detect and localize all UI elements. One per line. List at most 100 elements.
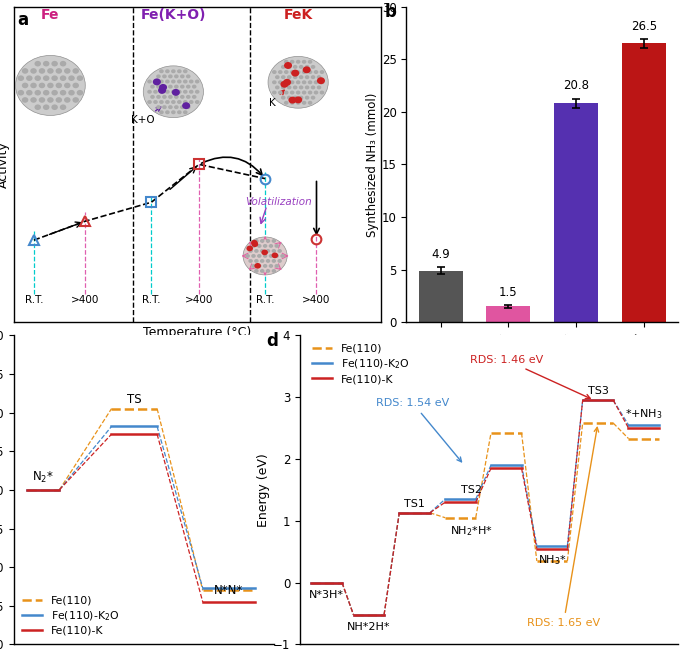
Circle shape bbox=[60, 61, 66, 66]
Circle shape bbox=[171, 110, 175, 114]
Circle shape bbox=[266, 269, 271, 273]
Circle shape bbox=[302, 60, 306, 64]
Circle shape bbox=[254, 269, 259, 273]
Circle shape bbox=[275, 85, 279, 89]
Circle shape bbox=[47, 83, 53, 89]
Circle shape bbox=[177, 100, 182, 104]
Circle shape bbox=[195, 79, 199, 83]
Circle shape bbox=[55, 97, 62, 103]
Circle shape bbox=[293, 65, 297, 69]
Legend: Fe(110), Fe(110)-K$_2$O, Fe(110)-K: Fe(110), Fe(110)-K$_2$O, Fe(110)-K bbox=[309, 340, 412, 387]
Circle shape bbox=[311, 75, 315, 79]
Circle shape bbox=[278, 70, 283, 74]
Circle shape bbox=[278, 80, 283, 84]
Circle shape bbox=[305, 96, 310, 100]
Circle shape bbox=[316, 75, 321, 79]
Circle shape bbox=[26, 90, 33, 96]
Circle shape bbox=[30, 83, 37, 89]
Text: a: a bbox=[17, 11, 29, 29]
Circle shape bbox=[290, 80, 295, 84]
Circle shape bbox=[51, 76, 58, 81]
Circle shape bbox=[18, 76, 24, 81]
Text: *+NH$_3$: *+NH$_3$ bbox=[625, 408, 662, 421]
Circle shape bbox=[308, 101, 312, 105]
Y-axis label: Synthesized NH₃ (mmol): Synthesized NH₃ (mmol) bbox=[366, 92, 379, 236]
Circle shape bbox=[281, 85, 286, 89]
Circle shape bbox=[296, 60, 301, 64]
Circle shape bbox=[299, 75, 303, 79]
Circle shape bbox=[177, 69, 182, 73]
Circle shape bbox=[68, 90, 75, 96]
Circle shape bbox=[26, 76, 33, 81]
Circle shape bbox=[308, 70, 312, 74]
Circle shape bbox=[73, 68, 79, 74]
Circle shape bbox=[159, 90, 164, 94]
Circle shape bbox=[299, 65, 303, 69]
Circle shape bbox=[275, 244, 279, 248]
Circle shape bbox=[257, 254, 262, 258]
Circle shape bbox=[189, 90, 194, 94]
Circle shape bbox=[34, 61, 41, 66]
Circle shape bbox=[30, 97, 37, 103]
Circle shape bbox=[314, 80, 319, 84]
Text: >400: >400 bbox=[71, 296, 99, 305]
Text: TS: TS bbox=[127, 393, 142, 406]
Circle shape bbox=[243, 237, 287, 275]
Bar bbox=[419, 271, 462, 322]
Circle shape bbox=[290, 60, 295, 64]
Circle shape bbox=[281, 75, 286, 79]
Circle shape bbox=[143, 66, 203, 118]
Circle shape bbox=[302, 80, 306, 84]
Circle shape bbox=[290, 101, 295, 105]
Circle shape bbox=[22, 83, 28, 89]
Text: Fe: Fe bbox=[41, 8, 60, 22]
Text: K+O: K+O bbox=[131, 107, 161, 126]
Circle shape bbox=[296, 90, 301, 94]
Circle shape bbox=[168, 74, 173, 78]
Circle shape bbox=[281, 96, 286, 100]
Circle shape bbox=[73, 83, 79, 89]
Circle shape bbox=[254, 259, 259, 263]
Circle shape bbox=[147, 79, 152, 83]
Circle shape bbox=[174, 74, 179, 78]
Circle shape bbox=[172, 89, 180, 96]
Circle shape bbox=[254, 263, 261, 269]
Circle shape bbox=[189, 79, 194, 83]
Circle shape bbox=[320, 70, 324, 74]
Circle shape bbox=[277, 259, 282, 263]
Circle shape bbox=[156, 85, 161, 89]
Text: 26.5: 26.5 bbox=[631, 20, 657, 33]
Circle shape bbox=[263, 254, 267, 258]
Text: 4.9: 4.9 bbox=[432, 247, 450, 260]
Circle shape bbox=[174, 105, 179, 109]
Circle shape bbox=[192, 95, 197, 99]
Circle shape bbox=[60, 76, 66, 81]
Circle shape bbox=[165, 90, 170, 94]
Text: RDS: 1.65 eV: RDS: 1.65 eV bbox=[527, 427, 600, 628]
Circle shape bbox=[308, 90, 312, 94]
Circle shape bbox=[302, 101, 306, 105]
Circle shape bbox=[271, 239, 276, 243]
Text: 20.8: 20.8 bbox=[563, 79, 589, 92]
Circle shape bbox=[153, 100, 158, 104]
Circle shape bbox=[177, 90, 182, 94]
Circle shape bbox=[60, 104, 66, 110]
Circle shape bbox=[180, 85, 184, 89]
Circle shape bbox=[280, 254, 285, 258]
Circle shape bbox=[165, 100, 170, 104]
Circle shape bbox=[47, 97, 53, 103]
Circle shape bbox=[186, 95, 190, 99]
Circle shape bbox=[251, 264, 256, 268]
Circle shape bbox=[195, 100, 199, 104]
Circle shape bbox=[272, 70, 277, 74]
Circle shape bbox=[195, 90, 199, 94]
Circle shape bbox=[34, 76, 41, 81]
Circle shape bbox=[162, 85, 166, 89]
Circle shape bbox=[77, 90, 83, 96]
Circle shape bbox=[278, 90, 283, 94]
Circle shape bbox=[275, 75, 279, 79]
Text: R.T.: R.T. bbox=[256, 296, 275, 305]
Circle shape bbox=[168, 85, 173, 89]
Circle shape bbox=[64, 68, 71, 74]
Circle shape bbox=[47, 68, 53, 74]
